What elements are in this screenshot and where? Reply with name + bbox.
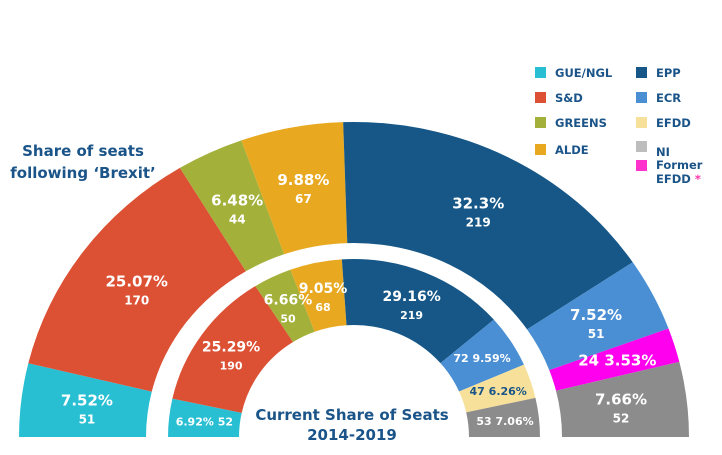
outer-ring-title: Share of seats following ‘Brexit’ [8,140,158,184]
outer-segment-epp [343,122,633,330]
inner-ring-title: Current Share of Seats 2014-2019 [232,405,472,445]
legend-item-former-efdd: Former EFDD * [636,158,702,186]
legend-swatch [636,67,647,78]
seats-label: 52 [613,412,630,426]
outer-segment-gue-ngl [19,363,152,437]
legend-item-alde: ALDE [535,143,589,157]
inner-segment-greens [255,269,315,343]
inner-segment-ecr [440,319,524,392]
outer-segment-ecr [527,262,669,371]
legend-label: ECR [656,91,682,105]
percent-label: 32.3% [452,195,504,213]
inner-title-line-2: 2014-2019 [307,426,397,444]
percent-label: 3.53% [604,352,656,370]
legend-label: GUE/NGL [555,66,613,80]
seats-label: 51 [588,327,605,341]
outer-segment-former-efdd [549,328,680,391]
percent-label: 6.48% [211,191,263,209]
segment-labels: 7.52% 51 25.07% 170 6.48% 44 9.88% 67 32.3% 219 7.… [61,171,657,428]
inner-segment-ni [466,397,540,437]
seats-label: 219 [466,216,491,230]
legend-swatch [636,92,647,103]
seats-label: 47 [470,385,489,398]
legend-item-ni: NI [636,140,670,159]
seats-label: 53 [476,415,495,428]
legend-label-line-2: EFDD [656,172,691,186]
percent-label: 7.52% [61,391,113,409]
seats-label: 72 [453,352,472,365]
legend-label: ALDE [555,143,589,157]
legend-label: EFDD [656,116,691,130]
inner-segment-epp [341,259,494,364]
seats-label: 50 [280,313,296,326]
inner-segment-gue-ngl [168,398,242,437]
percent-label: 25.07% [105,272,167,290]
percent-label: 6.92% [176,415,214,428]
percent-label: 7.06% [495,415,533,428]
seats-label: 24 [578,352,604,370]
percent-label: 7.52% [570,306,622,324]
legend-item-greens: GREENS [535,116,607,130]
legend-swatch [535,117,546,128]
inner-ring [168,259,540,437]
outer-title-line-1: Share of seats [22,142,144,160]
seats-label: 219 [400,309,423,322]
percent-label: 9.88% [277,171,329,189]
inner-segment-alde [290,259,347,332]
outer-segment-ni [556,361,689,437]
legend-swatch [535,92,546,103]
legend-swatch [636,160,647,171]
inner-label-gue-ngl: 6.92% 52 [176,415,233,428]
legend-label: S&D [555,91,583,105]
seats-label: 67 [295,192,312,206]
legend-label: Former EFDD * [656,158,702,186]
outer-segment-s-d [28,167,246,392]
asterisk-marker: * [694,172,701,186]
legend-item-efdd: EFDD [636,116,691,130]
outer-segment-greens [179,140,285,272]
inner-label-efdd: 47 6.26% [470,385,527,398]
outer-title-line-2: following ‘Brexit’ [10,164,156,182]
outer-ring [19,122,689,437]
percent-label: 6.26% [489,385,527,398]
seats-label: 190 [220,359,243,372]
legend-swatch [535,67,546,78]
legend-label: EPP [656,66,681,80]
inner-title-line-1: Current Share of Seats [255,406,449,424]
seats-label: 51 [79,412,96,426]
percent-label: 9.59% [472,352,510,365]
legend-item-gue-ngl: GUE/NGL [535,66,612,80]
inner-label-ecr: 72 9.59% [453,352,510,365]
legend-swatch [636,117,647,128]
legend-item-s-and-d: S&D [535,91,583,105]
inner-segment-s-d [172,286,294,413]
outer-segment-alde [241,122,348,255]
percent-label: 6.66% [264,293,313,309]
percent-label: 9.05% [299,281,348,297]
legend-item-epp: EPP [636,66,681,80]
legend-label-line-1: Former [656,158,703,172]
inner-segment-efdd [459,364,536,413]
percent-label: 7.66% [595,391,647,409]
legend-label: GREENS [555,116,607,130]
seats-label: 170 [124,293,149,307]
legend-item-ecr: ECR [636,91,681,105]
legend-label: NI [656,145,670,159]
seats-label: 52 [214,415,233,428]
percent-label: 29.16% [382,289,440,305]
percent-label: 25.29% [202,339,260,355]
seats-label: 68 [315,301,330,314]
inner-label-ni: 53 7.06% [476,415,533,428]
outer-label-former-efdd: 24 3.53% [578,352,656,370]
seats-label: 44 [229,212,246,226]
legend-swatch [636,141,647,152]
legend-swatch [535,144,546,155]
